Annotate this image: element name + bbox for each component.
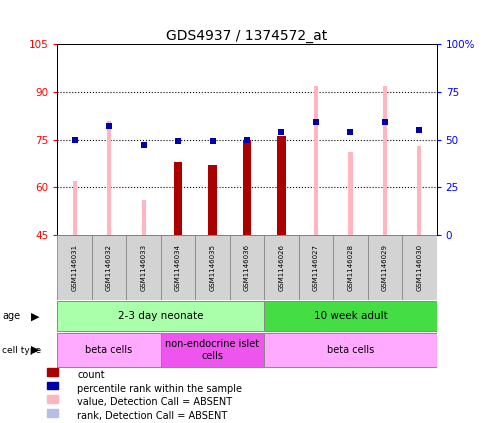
Text: percentile rank within the sample: percentile rank within the sample — [77, 384, 242, 394]
Bar — [299, 235, 333, 300]
Bar — [142, 200, 146, 235]
Text: count: count — [77, 370, 105, 380]
Bar — [368, 235, 402, 300]
Bar — [243, 140, 251, 235]
Text: GSM1146030: GSM1146030 — [416, 244, 422, 291]
Bar — [47, 409, 58, 417]
Bar — [264, 301, 437, 332]
Bar — [72, 181, 77, 235]
Bar — [126, 235, 161, 300]
Bar — [47, 396, 58, 403]
Text: GSM1146035: GSM1146035 — [210, 244, 216, 291]
Text: GSM1146036: GSM1146036 — [244, 244, 250, 291]
Text: GSM1146028: GSM1146028 — [347, 244, 353, 291]
Text: GSM1146029: GSM1146029 — [382, 244, 388, 291]
Text: rank, Detection Call = ABSENT: rank, Detection Call = ABSENT — [77, 411, 228, 421]
Bar — [47, 368, 58, 376]
Text: GSM1146031: GSM1146031 — [72, 244, 78, 291]
Text: 10 week adult: 10 week adult — [313, 311, 387, 321]
Bar — [57, 301, 264, 332]
Bar — [161, 235, 195, 300]
Text: GSM1146034: GSM1146034 — [175, 244, 181, 291]
Text: value, Detection Call = ABSENT: value, Detection Call = ABSENT — [77, 397, 232, 407]
Text: ▶: ▶ — [31, 345, 40, 355]
Bar — [402, 235, 437, 300]
Bar — [57, 333, 161, 367]
Bar — [264, 235, 299, 300]
Text: GSM1146032: GSM1146032 — [106, 244, 112, 291]
Bar — [195, 235, 230, 300]
Text: 2-3 day neonate: 2-3 day neonate — [118, 311, 204, 321]
Text: beta cells: beta cells — [85, 345, 133, 355]
Bar — [107, 121, 111, 235]
Bar — [230, 235, 264, 300]
Bar — [264, 333, 437, 367]
Text: age: age — [2, 311, 20, 321]
Bar — [174, 162, 182, 235]
Bar — [161, 333, 264, 367]
Bar — [92, 235, 126, 300]
Bar — [333, 235, 368, 300]
Bar — [57, 235, 92, 300]
Text: GSM1146027: GSM1146027 — [313, 244, 319, 291]
Bar — [314, 86, 318, 235]
Text: cell type: cell type — [2, 346, 41, 354]
Text: ▶: ▶ — [31, 311, 40, 321]
Text: GSM1146026: GSM1146026 — [278, 244, 284, 291]
Bar — [47, 382, 58, 389]
Bar — [208, 165, 217, 235]
Bar — [348, 152, 352, 235]
Bar — [383, 86, 387, 235]
Title: GDS4937 / 1374572_at: GDS4937 / 1374572_at — [166, 29, 328, 44]
Text: non-endocrine islet
cells: non-endocrine islet cells — [166, 339, 259, 361]
Bar — [277, 136, 286, 235]
Text: beta cells: beta cells — [327, 345, 374, 355]
Text: GSM1146033: GSM1146033 — [141, 244, 147, 291]
Bar — [417, 146, 422, 235]
